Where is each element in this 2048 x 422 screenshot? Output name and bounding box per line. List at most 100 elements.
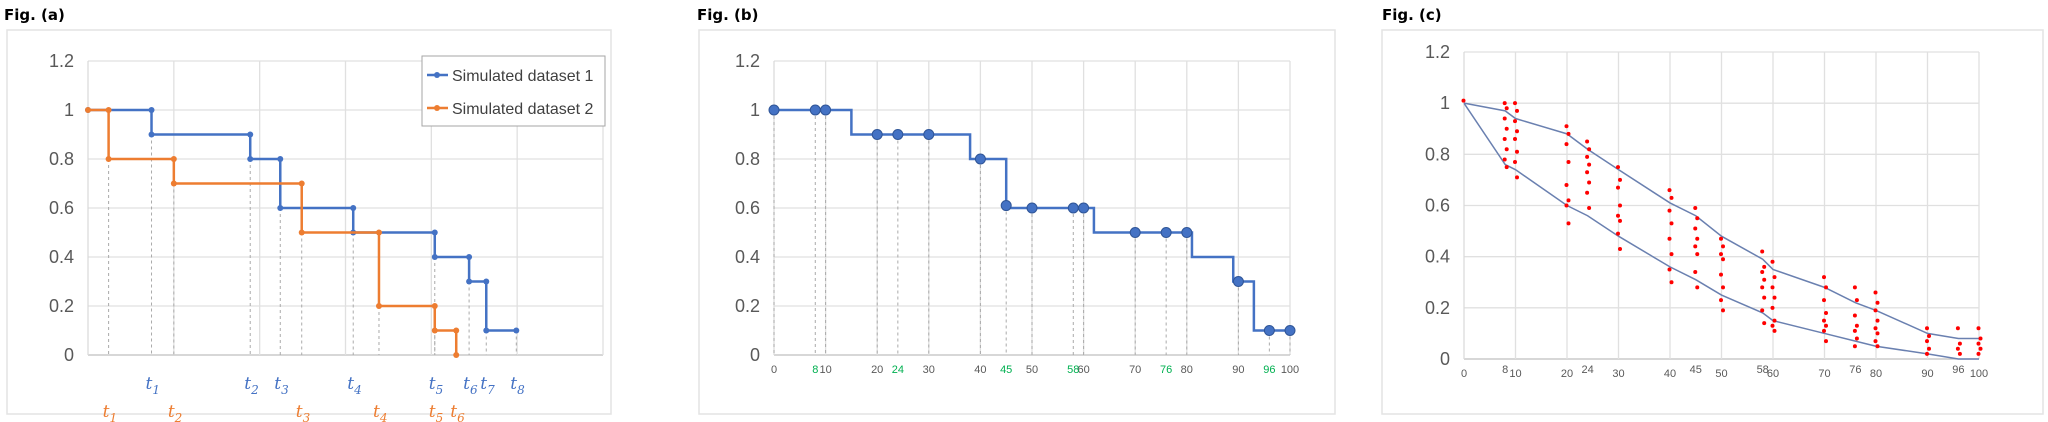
data-point xyxy=(1978,346,1983,351)
data-point xyxy=(466,278,473,285)
data-point xyxy=(1854,336,1859,341)
data-point xyxy=(1762,321,1767,326)
data-point xyxy=(1564,142,1569,147)
data-point xyxy=(1564,203,1569,208)
legend-marker xyxy=(434,105,440,111)
data-point xyxy=(1502,116,1507,121)
data-point xyxy=(1854,298,1859,303)
data-point xyxy=(1461,98,1466,103)
data-point xyxy=(1587,147,1592,152)
data-point xyxy=(1566,221,1571,226)
data-point xyxy=(809,104,821,116)
y-tick-label: 0.6 xyxy=(735,198,760,218)
upper-bound-line xyxy=(1463,102,1979,340)
data-point xyxy=(247,156,254,162)
data-point xyxy=(1504,147,1509,152)
data-point xyxy=(1873,290,1878,295)
x-tick-label: 30 xyxy=(923,364,935,376)
x-tick-label: 70 xyxy=(1818,368,1830,380)
data-point xyxy=(85,107,91,113)
x-tick-label-highlight: 96 xyxy=(1263,364,1275,376)
data-point xyxy=(1513,101,1517,106)
legend: Simulated dataset 1 Simulated dataset 2 xyxy=(421,55,606,127)
chart-panel-1: Fig. (a)00.20.40.60.811.2t1 t2 t3 t4 t5 t6 t7 t… xyxy=(4,6,612,422)
data-point xyxy=(1822,275,1826,280)
data-point xyxy=(1927,346,1931,351)
x-tick-label: 100 xyxy=(1281,364,1299,376)
event-time-label: t4 xyxy=(373,402,387,422)
event-time-label: t6 xyxy=(450,402,465,422)
event-time-label: t3 xyxy=(296,402,311,422)
x-tick-label-highlight: 76 xyxy=(1160,364,1172,376)
data-point xyxy=(1585,139,1590,144)
event-time-label: t1 xyxy=(146,374,160,397)
y-tick-label: 1 xyxy=(1440,93,1450,113)
data-point xyxy=(1232,276,1244,287)
x-tick-label: 90 xyxy=(1232,364,1244,376)
data-point xyxy=(1566,198,1571,203)
data-point xyxy=(1852,313,1857,318)
data-point xyxy=(1000,200,1012,212)
event-time-label: t2 xyxy=(244,374,258,397)
data-point xyxy=(1667,188,1672,193)
data-point xyxy=(1693,206,1698,211)
data-point xyxy=(871,129,883,140)
x-tick-label: 90 xyxy=(1921,368,1933,380)
legend-box xyxy=(421,55,606,127)
event-time-label: t4 xyxy=(347,374,361,397)
data-point xyxy=(1976,326,1981,331)
data-point xyxy=(431,229,438,236)
data-point xyxy=(1513,119,1517,124)
data-point xyxy=(298,229,305,236)
lower-bound-line xyxy=(1463,102,1979,360)
data-point xyxy=(1695,285,1700,290)
data-point xyxy=(1504,165,1509,170)
x-tick-label-highlight: 24 xyxy=(892,364,904,376)
panel-title: Fig. (a) xyxy=(4,6,65,24)
x-tick-label-minor: 45 xyxy=(1690,364,1702,376)
data-point xyxy=(1719,252,1723,257)
data-point xyxy=(1760,270,1765,275)
y-tick-label: 1.2 xyxy=(49,51,74,71)
data-point xyxy=(1669,195,1674,200)
data-point xyxy=(1925,339,1929,344)
data-point xyxy=(1772,328,1777,333)
data-point xyxy=(1770,323,1775,328)
data-point xyxy=(1502,101,1507,106)
data-point xyxy=(1585,170,1590,175)
data-point xyxy=(375,229,382,236)
x-tick-label: 50 xyxy=(1715,368,1727,380)
x-tick-label: 10 xyxy=(1509,368,1521,380)
data-point xyxy=(1693,226,1698,231)
data-point xyxy=(1587,162,1592,167)
data-point xyxy=(1067,202,1079,214)
data-point xyxy=(1667,267,1672,272)
y-tick-label: 0.4 xyxy=(735,247,760,267)
data-point xyxy=(1566,160,1571,165)
x-tick-label: 70 xyxy=(1129,364,1141,376)
data-point xyxy=(1875,344,1880,349)
data-point xyxy=(483,278,490,285)
data-point xyxy=(1585,190,1590,195)
data-point xyxy=(1502,157,1507,162)
data-point xyxy=(247,131,254,138)
event-time-label: t7 xyxy=(480,374,495,397)
data-point xyxy=(350,205,357,211)
data-point xyxy=(1824,310,1828,315)
data-point xyxy=(1566,131,1571,136)
data-point xyxy=(1762,264,1767,269)
data-point xyxy=(1263,325,1275,336)
data-point xyxy=(1513,160,1517,165)
panel-title: Fig. (c) xyxy=(1382,6,1442,24)
data-point xyxy=(1976,351,1981,356)
data-point xyxy=(1160,227,1172,238)
data-point xyxy=(1564,183,1569,188)
data-point xyxy=(483,327,490,334)
data-point xyxy=(105,107,112,113)
data-point xyxy=(1721,308,1725,313)
data-point xyxy=(1181,227,1193,238)
data-point xyxy=(1760,249,1765,254)
event-time-label: t5 xyxy=(429,374,443,397)
data-point xyxy=(1978,336,1983,341)
data-point xyxy=(1762,295,1767,300)
